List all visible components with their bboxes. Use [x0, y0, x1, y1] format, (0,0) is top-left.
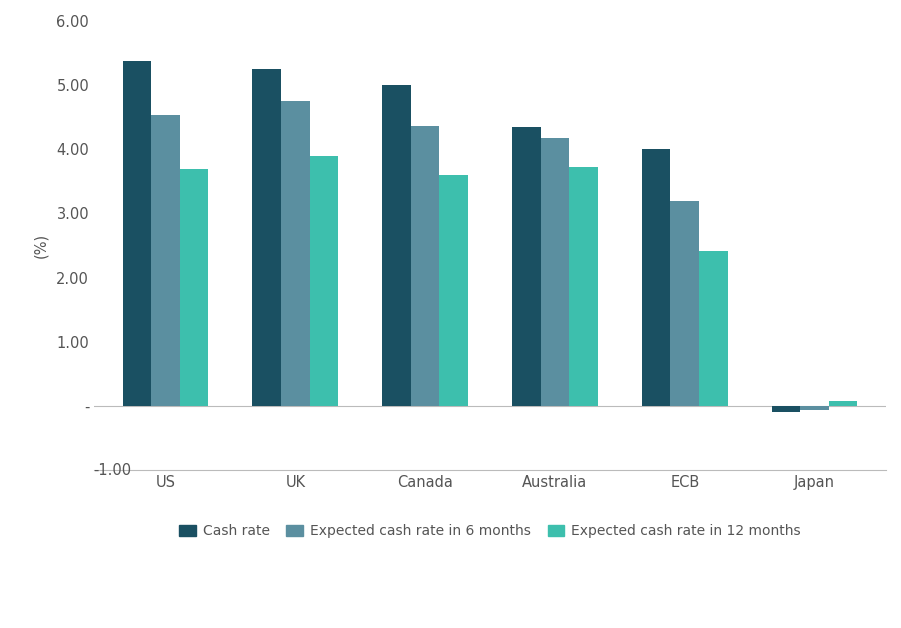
Bar [642, 149, 670, 406]
Bar [829, 401, 858, 406]
Legend: Cash rate, Expected cash rate in 6 months, Expected cash rate in 12 months: Cash rate, Expected cash rate in 6 month… [174, 519, 806, 544]
Bar [541, 138, 569, 406]
Bar [772, 406, 800, 413]
Bar [123, 61, 151, 406]
Bar [180, 168, 208, 406]
Bar [512, 127, 541, 406]
Bar [382, 85, 411, 406]
Bar [670, 200, 699, 406]
Bar [800, 406, 829, 411]
Y-axis label: (%): (%) [33, 233, 48, 258]
Bar [310, 156, 338, 406]
Bar [569, 166, 597, 406]
Bar [411, 126, 440, 406]
Bar [252, 69, 281, 406]
Bar [151, 116, 180, 406]
Text: -1.00: -1.00 [94, 463, 132, 478]
Bar [281, 101, 310, 406]
Bar [440, 175, 468, 406]
Bar [699, 251, 728, 406]
